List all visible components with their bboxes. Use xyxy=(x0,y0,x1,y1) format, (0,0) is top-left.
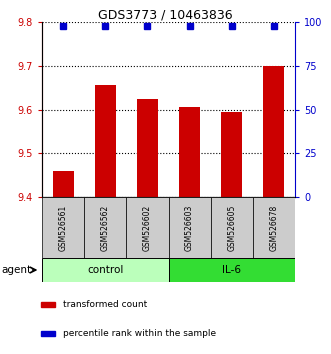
Text: agent: agent xyxy=(2,265,32,275)
Bar xyxy=(137,98,158,197)
Bar xyxy=(42,258,168,282)
Bar xyxy=(221,112,242,197)
Text: control: control xyxy=(87,265,123,275)
Bar xyxy=(42,197,84,258)
Bar xyxy=(168,258,295,282)
Bar xyxy=(84,197,126,258)
Text: transformed count: transformed count xyxy=(63,300,147,309)
Text: GSM526562: GSM526562 xyxy=(101,204,110,251)
Bar xyxy=(253,197,295,258)
Text: GSM526605: GSM526605 xyxy=(227,204,236,251)
Text: GSM526561: GSM526561 xyxy=(59,204,68,251)
Bar xyxy=(263,66,284,197)
Bar xyxy=(41,331,55,336)
Bar xyxy=(53,171,73,197)
Bar xyxy=(126,197,168,258)
Text: IL-6: IL-6 xyxy=(222,265,241,275)
Bar xyxy=(168,197,211,258)
Text: GSM526602: GSM526602 xyxy=(143,204,152,251)
Bar xyxy=(211,197,253,258)
Bar xyxy=(179,107,200,197)
Text: GSM526678: GSM526678 xyxy=(269,204,278,251)
Bar xyxy=(95,85,116,197)
Text: GDS3773 / 10463836: GDS3773 / 10463836 xyxy=(98,8,233,21)
Text: percentile rank within the sample: percentile rank within the sample xyxy=(63,329,216,338)
Text: GSM526603: GSM526603 xyxy=(185,204,194,251)
Bar xyxy=(41,302,55,307)
